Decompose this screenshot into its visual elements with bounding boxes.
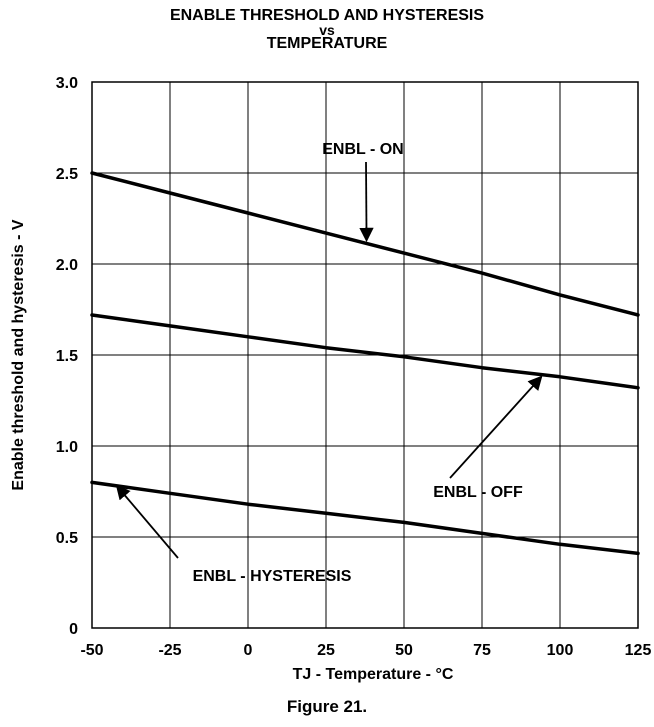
y-tick-label: 2.0 [56, 257, 78, 274]
annotation-arrow [359, 161, 374, 243]
y-tick-label: 1.0 [56, 439, 78, 456]
figure-caption: Figure 21. [286, 697, 368, 716]
annotation-label: ENBL - OFF [433, 484, 523, 501]
x-tick-label: 0 [244, 642, 253, 659]
chart-title-line-1: ENABLE THRESHOLD AND HYSTERESIS [169, 7, 485, 24]
annotation-arrow [449, 375, 543, 479]
annotation-arrow [115, 484, 179, 559]
annotation-label: ENBL - HYSTERESIS [193, 568, 352, 585]
x-tick-label: -25 [158, 642, 181, 659]
series-line-2 [90, 480, 640, 556]
x-tick-label: 75 [473, 642, 491, 659]
chart-title-line-3: TEMPERATURE [266, 35, 388, 52]
y-tick-label: 1.5 [56, 348, 78, 365]
plot-frame [91, 81, 639, 629]
chart-title-line-2: vs [319, 22, 335, 38]
y-tick-label: 0.5 [56, 530, 78, 547]
x-tick-label: 100 [547, 642, 574, 659]
y-tick-label: 2.5 [56, 166, 78, 183]
x-tick-label: 50 [395, 642, 413, 659]
y-tick-label: 3.0 [56, 75, 78, 92]
x-axis-label: TJ - Temperature - °C [293, 666, 454, 683]
x-tick-label: 125 [625, 642, 652, 659]
x-tick-label: 25 [317, 642, 335, 659]
y-tick-label: 0 [69, 621, 78, 638]
x-tick-label: -50 [80, 642, 103, 659]
annotation-label: ENBL - ON [322, 141, 403, 158]
series-line-1 [90, 313, 640, 390]
series-line-0 [90, 171, 640, 317]
y-axis-label: Enable threshold and hysteresis - V [10, 219, 27, 491]
